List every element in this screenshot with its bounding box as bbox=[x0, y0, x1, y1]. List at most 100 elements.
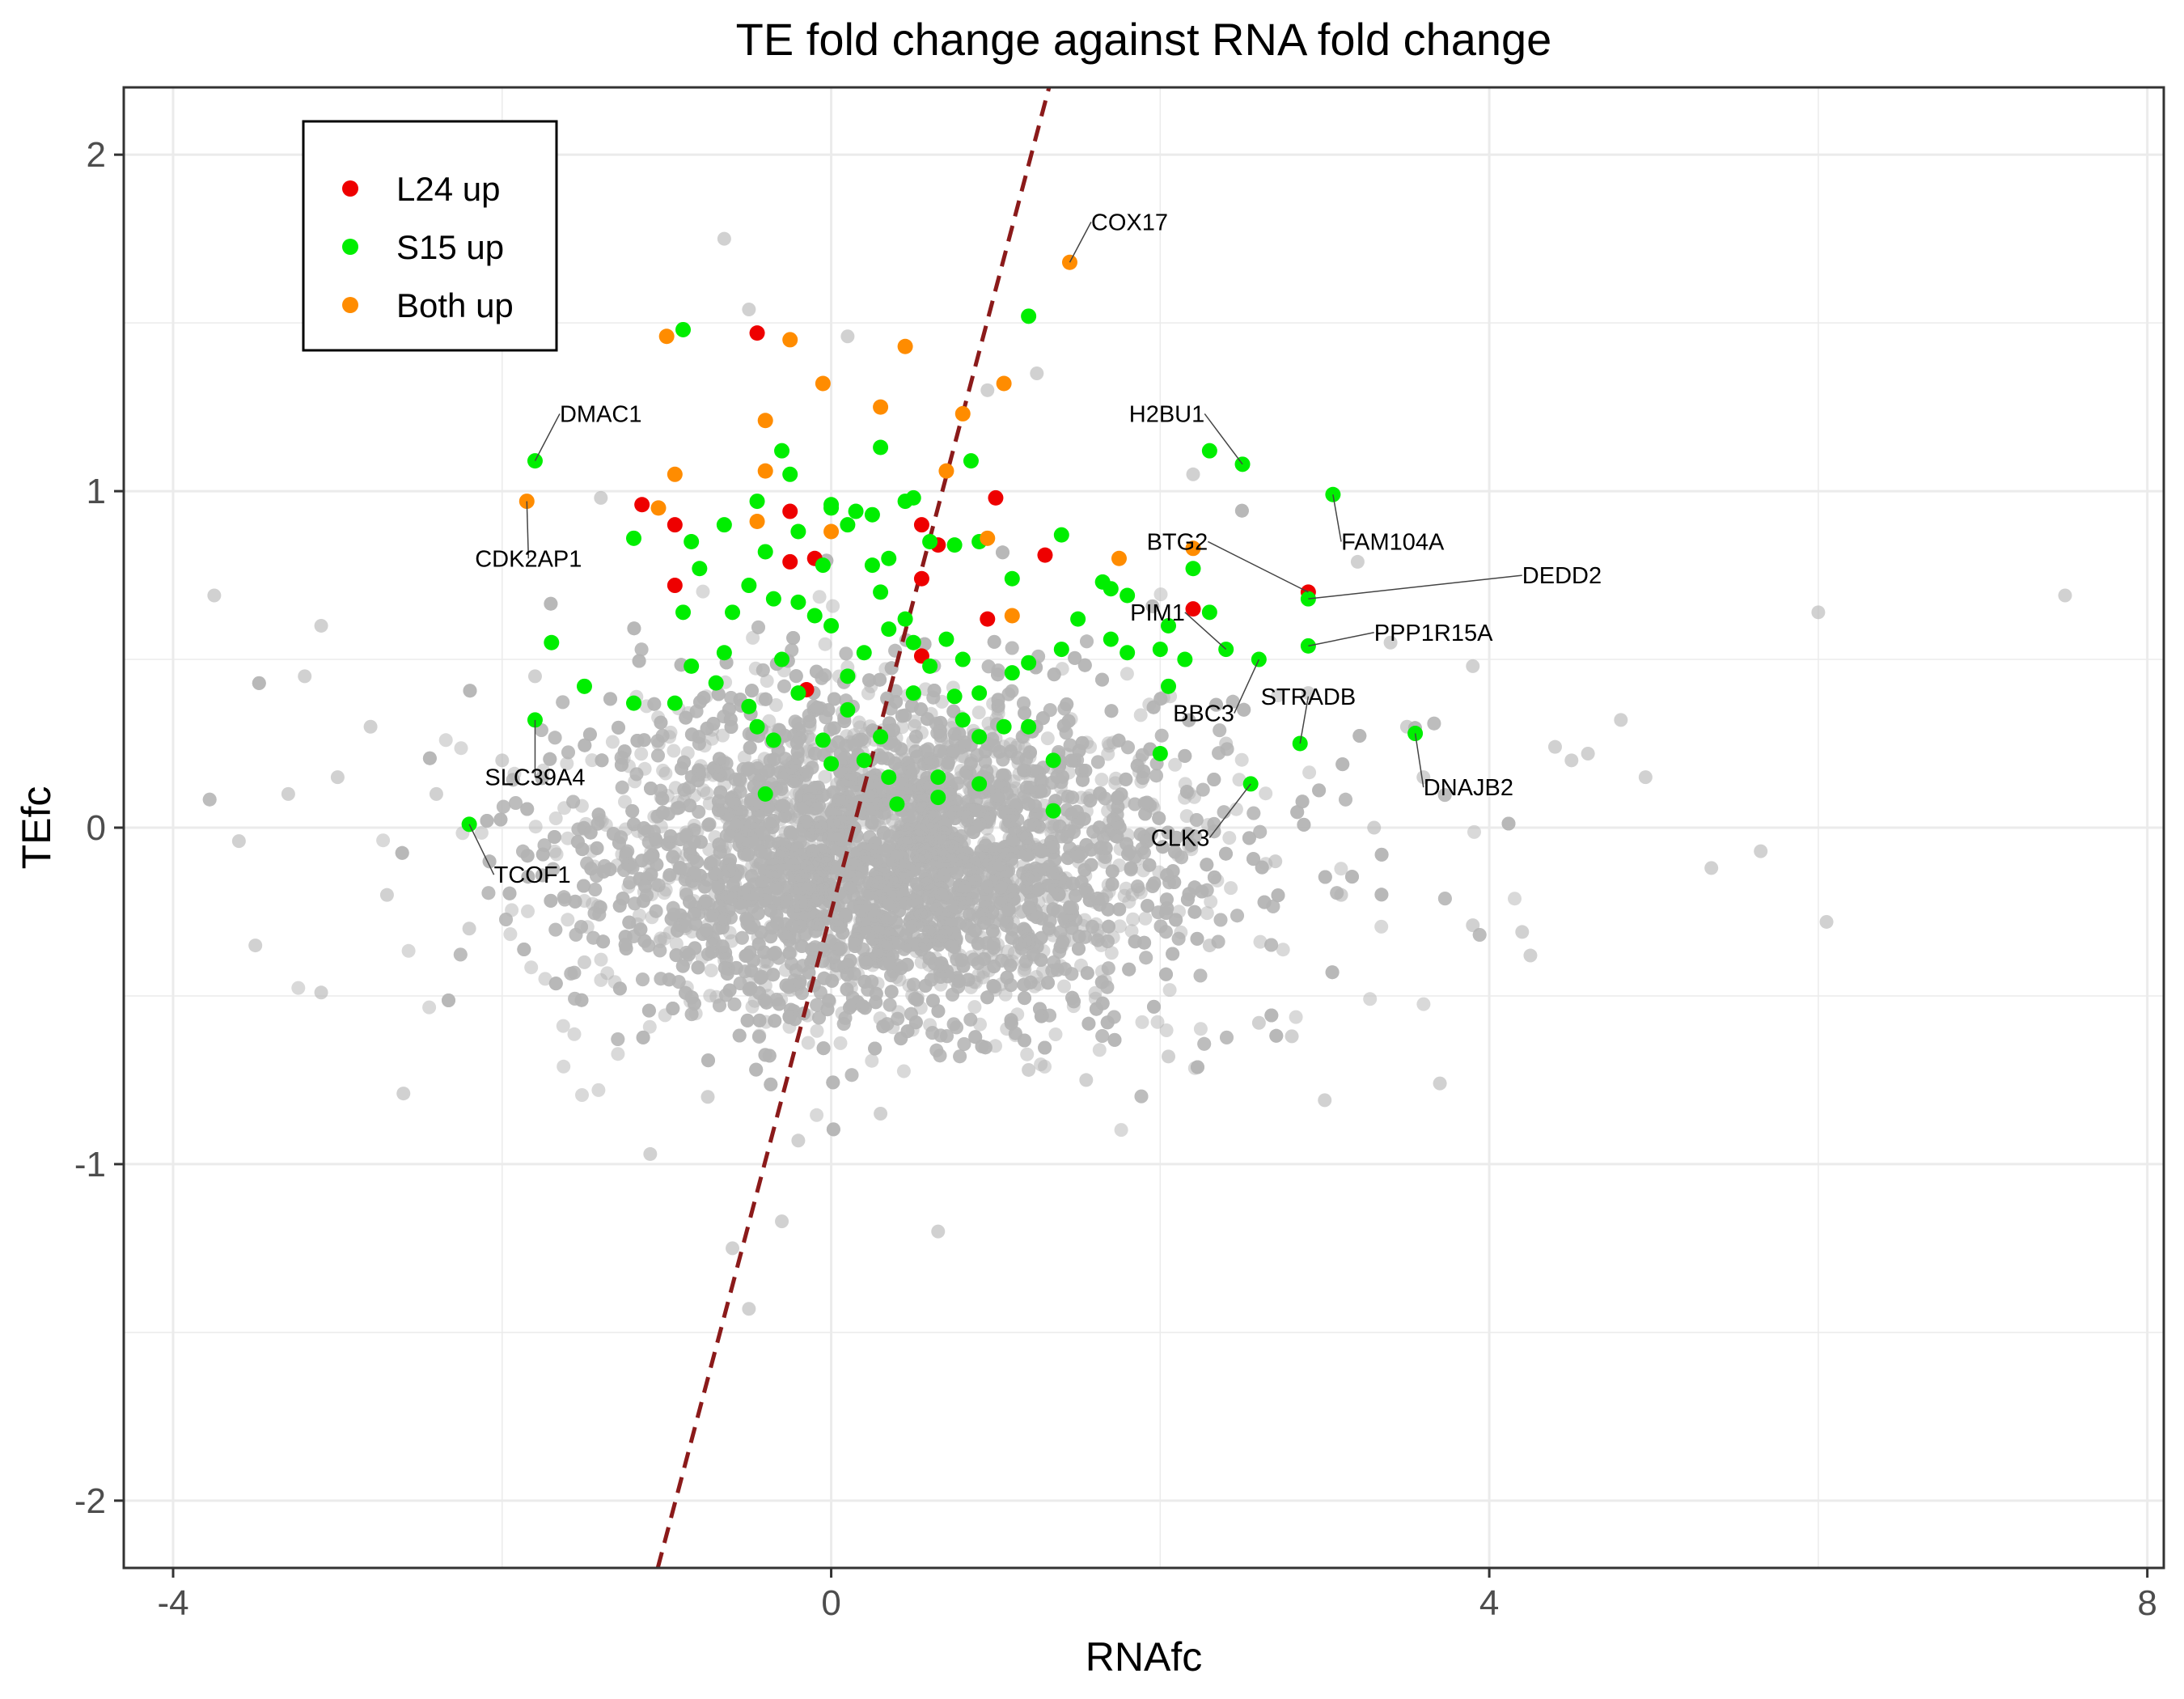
background-point bbox=[1117, 888, 1132, 903]
background-point bbox=[810, 1108, 824, 1122]
background-point bbox=[1508, 892, 1522, 906]
background-point bbox=[1234, 752, 1249, 767]
background-point bbox=[1034, 1057, 1048, 1072]
background-point bbox=[1302, 765, 1317, 780]
background-point bbox=[1112, 919, 1127, 934]
background-point bbox=[715, 728, 730, 743]
background-point bbox=[1271, 688, 1285, 702]
background-point bbox=[852, 715, 866, 730]
background-point bbox=[696, 584, 710, 599]
background-point bbox=[605, 735, 620, 749]
background-point bbox=[669, 937, 684, 951]
background-point bbox=[833, 1036, 848, 1050]
background-point bbox=[667, 744, 681, 758]
background-point bbox=[1200, 906, 1214, 921]
background-point bbox=[1222, 831, 1237, 845]
background-point bbox=[438, 733, 453, 748]
background-point bbox=[1276, 943, 1290, 957]
background-point bbox=[1193, 1022, 1208, 1036]
background-point bbox=[567, 1027, 582, 1041]
background-point bbox=[1094, 773, 1109, 787]
background-point bbox=[524, 960, 539, 975]
background-point bbox=[1168, 757, 1183, 772]
background-point bbox=[656, 763, 671, 777]
background-point bbox=[454, 741, 468, 756]
background-point bbox=[1124, 924, 1139, 938]
background-point bbox=[1135, 1015, 1149, 1029]
background-point bbox=[1229, 802, 1243, 816]
background-point bbox=[401, 943, 416, 958]
background-point bbox=[1159, 1023, 1174, 1037]
background-point bbox=[538, 972, 552, 986]
background-point bbox=[1232, 773, 1246, 787]
background-point bbox=[1259, 786, 1273, 801]
background-point bbox=[585, 753, 599, 768]
background-point bbox=[1224, 881, 1238, 896]
background-point bbox=[376, 833, 391, 848]
background-point bbox=[611, 1047, 625, 1061]
background-point bbox=[1092, 1043, 1107, 1057]
background-point bbox=[810, 1023, 824, 1038]
background-point bbox=[594, 952, 608, 967]
background-point bbox=[1374, 919, 1389, 934]
background-point bbox=[908, 714, 922, 729]
background-point bbox=[1416, 997, 1431, 1011]
background-point bbox=[1101, 747, 1115, 761]
background-point bbox=[560, 756, 574, 771]
background-point bbox=[634, 747, 649, 761]
background-point bbox=[1114, 1123, 1128, 1138]
background-point bbox=[1126, 912, 1141, 926]
background-point bbox=[1334, 862, 1348, 876]
background-point bbox=[1253, 934, 1268, 949]
background-point bbox=[591, 1083, 606, 1097]
background-point bbox=[818, 769, 832, 784]
background-point bbox=[422, 1000, 437, 1015]
background-point bbox=[1363, 992, 1378, 1006]
background-point bbox=[818, 637, 832, 651]
background-point bbox=[746, 630, 760, 645]
background-point bbox=[1162, 983, 1177, 998]
background-point bbox=[1108, 776, 1123, 790]
background-point bbox=[1120, 667, 1134, 681]
background-point bbox=[642, 1019, 657, 1034]
background-point bbox=[561, 913, 575, 927]
background-point bbox=[1138, 911, 1153, 926]
background-point bbox=[971, 705, 986, 720]
background-point bbox=[967, 1000, 982, 1015]
background-point bbox=[474, 825, 489, 840]
background-point bbox=[1153, 587, 1168, 602]
background-point bbox=[1204, 895, 1218, 909]
background-point bbox=[1104, 946, 1119, 960]
background-point bbox=[896, 1064, 911, 1078]
background-point bbox=[865, 1053, 879, 1068]
background-point bbox=[528, 820, 543, 834]
background-points bbox=[202, 231, 2072, 1316]
background-point bbox=[548, 811, 563, 825]
background-point bbox=[618, 794, 632, 809]
background-point bbox=[1467, 824, 1481, 839]
background-point bbox=[760, 674, 774, 688]
background-point bbox=[556, 1019, 570, 1033]
background-point bbox=[801, 1036, 815, 1050]
background-point bbox=[503, 927, 518, 942]
background-point bbox=[1150, 1015, 1165, 1029]
background-point bbox=[703, 989, 717, 1003]
background-point bbox=[575, 1088, 589, 1102]
background-point bbox=[1040, 731, 1055, 746]
background-point bbox=[768, 698, 783, 712]
chart-title: TE fold change against RNA fold change bbox=[736, 14, 1552, 65]
background-point bbox=[1057, 979, 1071, 994]
background-point bbox=[704, 964, 718, 977]
background-point bbox=[1289, 1010, 1303, 1024]
background-point bbox=[594, 972, 608, 987]
background-point bbox=[521, 904, 535, 918]
background-point bbox=[812, 590, 827, 604]
background-point bbox=[826, 599, 840, 613]
background-point bbox=[557, 1059, 571, 1074]
background-point bbox=[1048, 1027, 1063, 1041]
background-point bbox=[291, 981, 306, 995]
background-point bbox=[1020, 1047, 1035, 1061]
background-point bbox=[1133, 708, 1148, 722]
background-point bbox=[700, 786, 714, 801]
